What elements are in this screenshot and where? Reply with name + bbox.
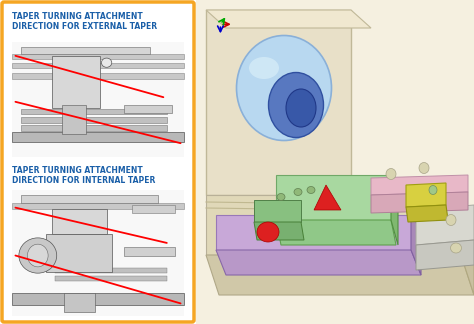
Polygon shape <box>371 175 468 195</box>
Text: TAPER TURNING ATTACHMENT
DIRECTION FOR INTERNAL TAPER: TAPER TURNING ATTACHMENT DIRECTION FOR I… <box>12 166 155 185</box>
Ellipse shape <box>286 89 316 127</box>
Bar <box>20 109 167 114</box>
Ellipse shape <box>101 58 112 67</box>
Ellipse shape <box>294 189 302 195</box>
Ellipse shape <box>429 186 437 194</box>
Bar <box>12 53 184 59</box>
Bar <box>52 56 100 108</box>
Ellipse shape <box>268 73 323 137</box>
Bar <box>46 234 112 272</box>
Bar <box>55 276 167 281</box>
Polygon shape <box>216 215 411 250</box>
Ellipse shape <box>450 243 462 253</box>
Polygon shape <box>416 205 474 245</box>
Ellipse shape <box>27 244 48 267</box>
Bar <box>132 205 175 213</box>
Bar <box>12 190 184 316</box>
FancyBboxPatch shape <box>2 2 194 322</box>
Bar <box>12 42 184 157</box>
Ellipse shape <box>257 222 279 242</box>
Bar <box>12 293 184 305</box>
Polygon shape <box>276 175 391 220</box>
Bar <box>64 293 94 312</box>
Text: TAPER TURNING ATTACHMENT
DIRECTION FOR EXTERNAL TAPER: TAPER TURNING ATTACHMENT DIRECTION FOR E… <box>12 12 157 31</box>
Polygon shape <box>314 185 341 210</box>
Polygon shape <box>461 195 474 295</box>
Polygon shape <box>276 220 396 245</box>
Polygon shape <box>206 255 474 295</box>
Bar <box>12 132 184 142</box>
Bar <box>124 105 172 113</box>
Ellipse shape <box>237 36 331 141</box>
Bar <box>12 63 184 68</box>
Bar <box>12 202 184 209</box>
Bar <box>12 73 184 79</box>
Polygon shape <box>371 192 468 213</box>
Bar <box>196 0 474 324</box>
Bar <box>20 125 167 131</box>
Ellipse shape <box>386 168 396 179</box>
Ellipse shape <box>307 187 315 193</box>
Polygon shape <box>254 222 304 240</box>
Bar <box>62 105 86 134</box>
Ellipse shape <box>277 193 285 201</box>
Bar <box>124 247 175 256</box>
Polygon shape <box>391 175 398 245</box>
Polygon shape <box>254 200 301 222</box>
Polygon shape <box>206 10 351 195</box>
Bar <box>52 209 107 234</box>
Ellipse shape <box>249 57 279 79</box>
Bar <box>20 47 150 53</box>
Polygon shape <box>406 205 448 222</box>
Ellipse shape <box>19 238 57 273</box>
Bar <box>55 268 167 273</box>
Bar <box>20 117 167 122</box>
Ellipse shape <box>419 163 429 173</box>
Polygon shape <box>206 195 461 255</box>
Polygon shape <box>206 10 371 28</box>
Ellipse shape <box>446 214 456 226</box>
Polygon shape <box>216 250 421 275</box>
Polygon shape <box>416 240 474 270</box>
Polygon shape <box>406 183 446 207</box>
Polygon shape <box>411 215 421 275</box>
Bar <box>20 195 158 202</box>
